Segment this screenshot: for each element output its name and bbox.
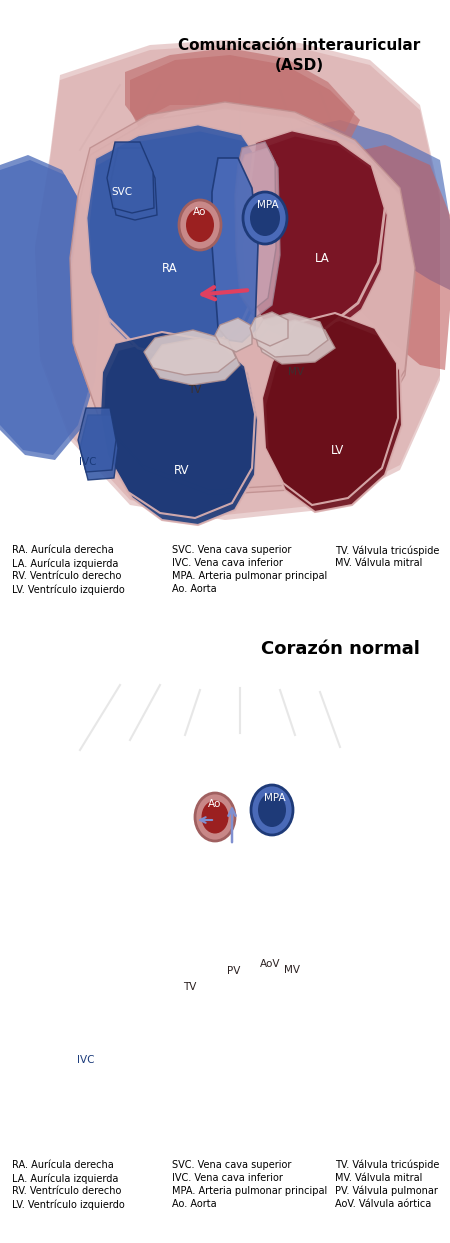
- Ellipse shape: [202, 800, 229, 834]
- Ellipse shape: [195, 793, 235, 842]
- Text: LV: LV: [328, 1042, 342, 1054]
- Text: RA. Aurícula derecha: RA. Aurícula derecha: [12, 1160, 114, 1170]
- Text: SVC: SVC: [109, 786, 130, 796]
- Polygon shape: [88, 131, 272, 365]
- Polygon shape: [72, 108, 415, 495]
- Polygon shape: [144, 329, 236, 375]
- Polygon shape: [212, 158, 258, 342]
- Polygon shape: [0, 160, 100, 460]
- Polygon shape: [80, 415, 118, 480]
- Text: Comunicación interauricular
(ASD): Comunicación interauricular (ASD): [178, 39, 420, 73]
- Text: MPA: MPA: [257, 200, 279, 210]
- Text: AoV. Válvula aórtica: AoV. Válvula aórtica: [335, 1199, 431, 1209]
- Polygon shape: [70, 102, 415, 490]
- Text: RA: RA: [159, 860, 175, 874]
- Text: MPA. Arteria pulmonar principal: MPA. Arteria pulmonar principal: [172, 1186, 327, 1196]
- Polygon shape: [150, 338, 240, 385]
- Polygon shape: [258, 319, 335, 364]
- Text: Ao. Aorta: Ao. Aorta: [172, 1199, 216, 1209]
- Polygon shape: [130, 55, 360, 140]
- Text: MV: MV: [288, 367, 304, 377]
- Text: TV: TV: [183, 982, 197, 992]
- Text: RV. Ventrículo derecho: RV. Ventrículo derecho: [12, 1186, 122, 1196]
- Polygon shape: [235, 142, 276, 311]
- Ellipse shape: [243, 191, 287, 244]
- Ellipse shape: [179, 200, 221, 250]
- Text: RA. Aurícula derecha: RA. Aurícula derecha: [12, 544, 114, 556]
- Text: RV. Ventrículo derecho: RV. Ventrículo derecho: [12, 571, 122, 580]
- Ellipse shape: [258, 793, 286, 827]
- Text: MV. Válvula mitral: MV. Válvula mitral: [335, 1173, 423, 1183]
- Polygon shape: [103, 338, 258, 525]
- Polygon shape: [285, 121, 450, 290]
- Polygon shape: [250, 312, 288, 346]
- Polygon shape: [330, 145, 450, 370]
- Text: IVC. Vena cava inferior: IVC. Vena cava inferior: [172, 558, 283, 568]
- Text: IVC: IVC: [79, 457, 97, 467]
- Text: MPA. Arteria pulmonar principal: MPA. Arteria pulmonar principal: [172, 571, 327, 580]
- Text: MV: MV: [284, 965, 300, 975]
- Polygon shape: [125, 48, 355, 132]
- Text: RA: RA: [162, 261, 178, 275]
- Polygon shape: [265, 319, 402, 512]
- Text: TV: TV: [188, 385, 202, 395]
- Text: PV. Válvula pulmonar: PV. Válvula pulmonar: [335, 1186, 438, 1197]
- Text: TV. Válvula tricúspide: TV. Válvula tricúspide: [335, 1160, 439, 1171]
- Polygon shape: [245, 131, 385, 336]
- Polygon shape: [215, 318, 252, 352]
- Polygon shape: [100, 332, 255, 518]
- Polygon shape: [248, 135, 388, 342]
- Text: LA: LA: [315, 251, 329, 265]
- Polygon shape: [107, 142, 154, 213]
- Ellipse shape: [186, 208, 214, 242]
- Text: IVC. Vena cava inferior: IVC. Vena cava inferior: [172, 1173, 283, 1183]
- Text: Ao: Ao: [208, 799, 222, 809]
- Text: Ao. Aorta: Ao. Aorta: [172, 584, 216, 594]
- Text: Ao: Ao: [194, 208, 207, 218]
- Polygon shape: [110, 148, 157, 220]
- Text: SVC. Vena cava superior: SVC. Vena cava superior: [172, 544, 292, 556]
- Text: LA. Aurícula izquierda: LA. Aurícula izquierda: [12, 558, 118, 568]
- Polygon shape: [35, 45, 440, 520]
- Ellipse shape: [250, 200, 280, 236]
- Text: LA: LA: [313, 854, 328, 866]
- Polygon shape: [237, 148, 280, 318]
- Text: LA. Aurícula izquierda: LA. Aurícula izquierda: [12, 1173, 118, 1183]
- Ellipse shape: [251, 786, 293, 835]
- Text: MV. Válvula mitral: MV. Válvula mitral: [335, 558, 423, 568]
- Text: SVC. Vena cava superior: SVC. Vena cava superior: [172, 1160, 292, 1170]
- Polygon shape: [0, 155, 98, 455]
- Text: LV. Ventrículo izquierdo: LV. Ventrículo izquierdo: [12, 584, 125, 594]
- Text: Corazón normal: Corazón normal: [261, 640, 420, 658]
- Text: LV. Ventrículo izquierdo: LV. Ventrículo izquierdo: [12, 1199, 125, 1209]
- Text: RV: RV: [170, 1060, 186, 1074]
- Text: IVC: IVC: [77, 1055, 95, 1065]
- Text: TV. Válvula tricúspide: TV. Válvula tricúspide: [335, 544, 439, 556]
- Text: AoV: AoV: [260, 960, 280, 970]
- Polygon shape: [35, 40, 440, 515]
- Polygon shape: [86, 124, 268, 358]
- Text: RV: RV: [174, 464, 190, 476]
- Polygon shape: [255, 313, 328, 357]
- Text: PV: PV: [227, 966, 241, 976]
- Text: MPA: MPA: [264, 793, 286, 803]
- Polygon shape: [262, 313, 398, 505]
- Polygon shape: [78, 408, 116, 472]
- Text: LV: LV: [331, 444, 345, 456]
- Text: SVC: SVC: [112, 186, 133, 196]
